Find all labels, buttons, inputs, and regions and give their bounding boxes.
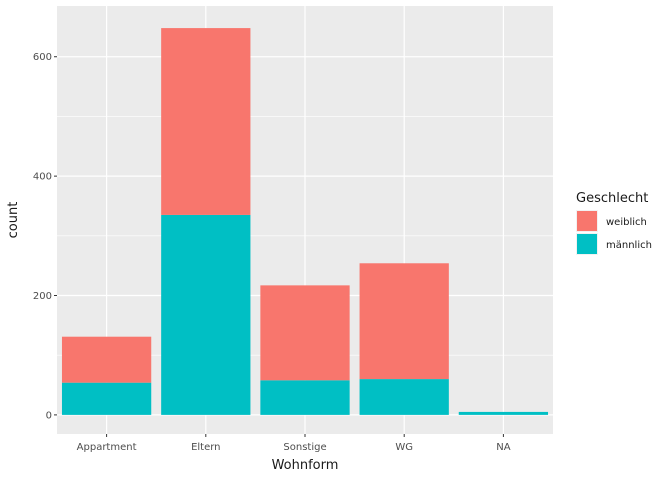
bar-segment — [359, 263, 449, 380]
legend-label: weiblich — [606, 217, 647, 228]
y-tick-label: 0 — [46, 410, 52, 421]
bar-segment — [161, 28, 251, 215]
x-tick-label: NA — [496, 442, 510, 453]
bar-segment — [260, 285, 350, 381]
y-tick-label: 200 — [33, 291, 52, 302]
legend-title: Geschlecht — [576, 191, 648, 206]
y-tick-label: 400 — [33, 172, 52, 183]
legend-swatch — [577, 211, 597, 231]
bar-segment — [61, 382, 152, 415]
y-axis-title: count — [6, 202, 21, 239]
bar-segment — [61, 336, 152, 383]
legend-swatch — [577, 234, 597, 254]
x-tick-label: Eltern — [191, 442, 220, 453]
x-tick-label: Appartment — [77, 442, 137, 453]
bar-segment — [458, 411, 549, 415]
bar-segment — [161, 214, 251, 415]
bars — [61, 28, 549, 415]
y-axis: 0 200 400 600 — [33, 52, 57, 421]
y-tick-label: 600 — [33, 52, 52, 63]
legend-label: männlich — [606, 240, 652, 251]
x-tick-label: WG — [395, 442, 413, 453]
bar-segment — [359, 379, 449, 415]
x-tick-label: Sonstige — [283, 442, 326, 453]
bar-segment — [260, 380, 350, 415]
x-axis-title: Wohnform — [272, 458, 339, 473]
x-axis: Appartment Eltern Sonstige WG NA — [77, 434, 511, 453]
legend: Geschlecht weiblich männlich — [576, 191, 652, 255]
